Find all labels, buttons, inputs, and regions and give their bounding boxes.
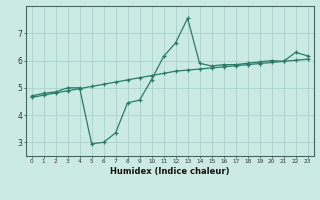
X-axis label: Humidex (Indice chaleur): Humidex (Indice chaleur)	[110, 167, 229, 176]
